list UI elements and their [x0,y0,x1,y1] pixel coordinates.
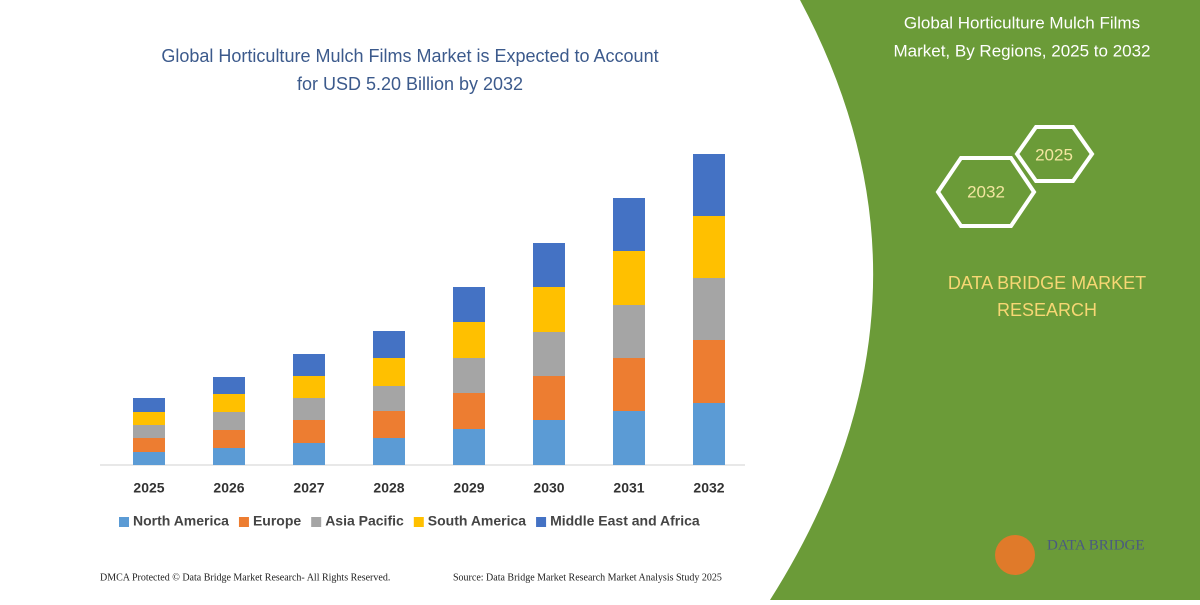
panel-title: Market, By Regions, 2025 to 2032 [893,41,1150,60]
bar-segment [613,251,645,305]
footer-right: Source: Data Bridge Market Research Mark… [453,572,722,583]
bar-segment [533,243,565,287]
bar-segment [293,398,325,420]
bar-segment [133,438,165,452]
bar-segment [213,377,245,394]
bar-segment [373,331,405,358]
logo-text: DATA BRIDGE [1047,537,1145,553]
x-tick-label: 2026 [213,480,244,496]
x-tick-label: 2025 [133,480,164,496]
bar-segment [213,430,245,448]
bar-segment [373,386,405,411]
bar-segment [533,376,565,420]
bar-segment [293,420,325,443]
legend-label: North America [133,513,229,529]
bar-segment [453,358,485,393]
bar-segment [533,332,565,376]
legend-label: Asia Pacific [325,513,404,529]
chart-title: for USD 5.20 Billion by 2032 [297,74,523,94]
brand: RESEARCH [997,300,1097,320]
legend-label: Europe [253,513,301,529]
bar-segment [453,322,485,358]
x-tick-label: 2028 [373,480,404,496]
bar-segment [613,198,645,251]
bar-segment [693,278,725,340]
bar-segment [693,154,725,216]
bar-segment [693,340,725,403]
brand: DATA BRIDGE MARKET [948,273,1146,293]
bar-segment [453,393,485,429]
logo-icon [995,535,1035,575]
x-tick-label: 2030 [533,480,564,496]
bar-segment [133,425,165,438]
chart-title: Global Horticulture Mulch Films Market i… [161,46,658,66]
bar-segment [293,443,325,465]
bar-segment [293,354,325,376]
legend-label: South America [428,513,526,529]
bar-segment [533,420,565,465]
hexagon [935,156,1037,228]
legend-label: Middle East and Africa [550,513,700,529]
bar-segment [453,429,485,465]
hex-label: 2032 [967,182,1005,201]
hexagon [1014,125,1095,183]
bar-segment [613,411,645,465]
bar-segment [133,452,165,465]
legend-swatch [413,517,424,527]
bar-segment [213,412,245,430]
bar-segment [293,376,325,398]
bar-segment [453,287,485,322]
x-tick-label: 2027 [293,480,324,496]
footer-left: DMCA Protected © Data Bridge Market Rese… [100,572,390,583]
bar-segment [693,216,725,278]
panel-title: Global Horticulture Mulch Films [904,13,1140,32]
bar-segment [373,358,405,386]
bar-segment [613,305,645,358]
hex-label: 2025 [1035,145,1073,164]
legend-swatch [311,517,322,527]
legend-swatch [238,517,249,527]
bar-segment [213,448,245,465]
legend-swatch [536,517,547,527]
bar-segment [613,358,645,411]
bar-segment [373,438,405,465]
side-panel [770,0,1200,600]
bar-segment [693,403,725,465]
bar-segment [133,412,165,425]
bar-segment [213,394,245,412]
bar-segment [373,411,405,438]
x-tick-label: 2031 [613,480,644,496]
bar-segment [133,398,165,412]
legend-swatch [119,517,129,527]
bar-segment [533,287,565,332]
x-tick-label: 2032 [693,480,724,496]
x-tick-label: 2029 [453,480,484,496]
